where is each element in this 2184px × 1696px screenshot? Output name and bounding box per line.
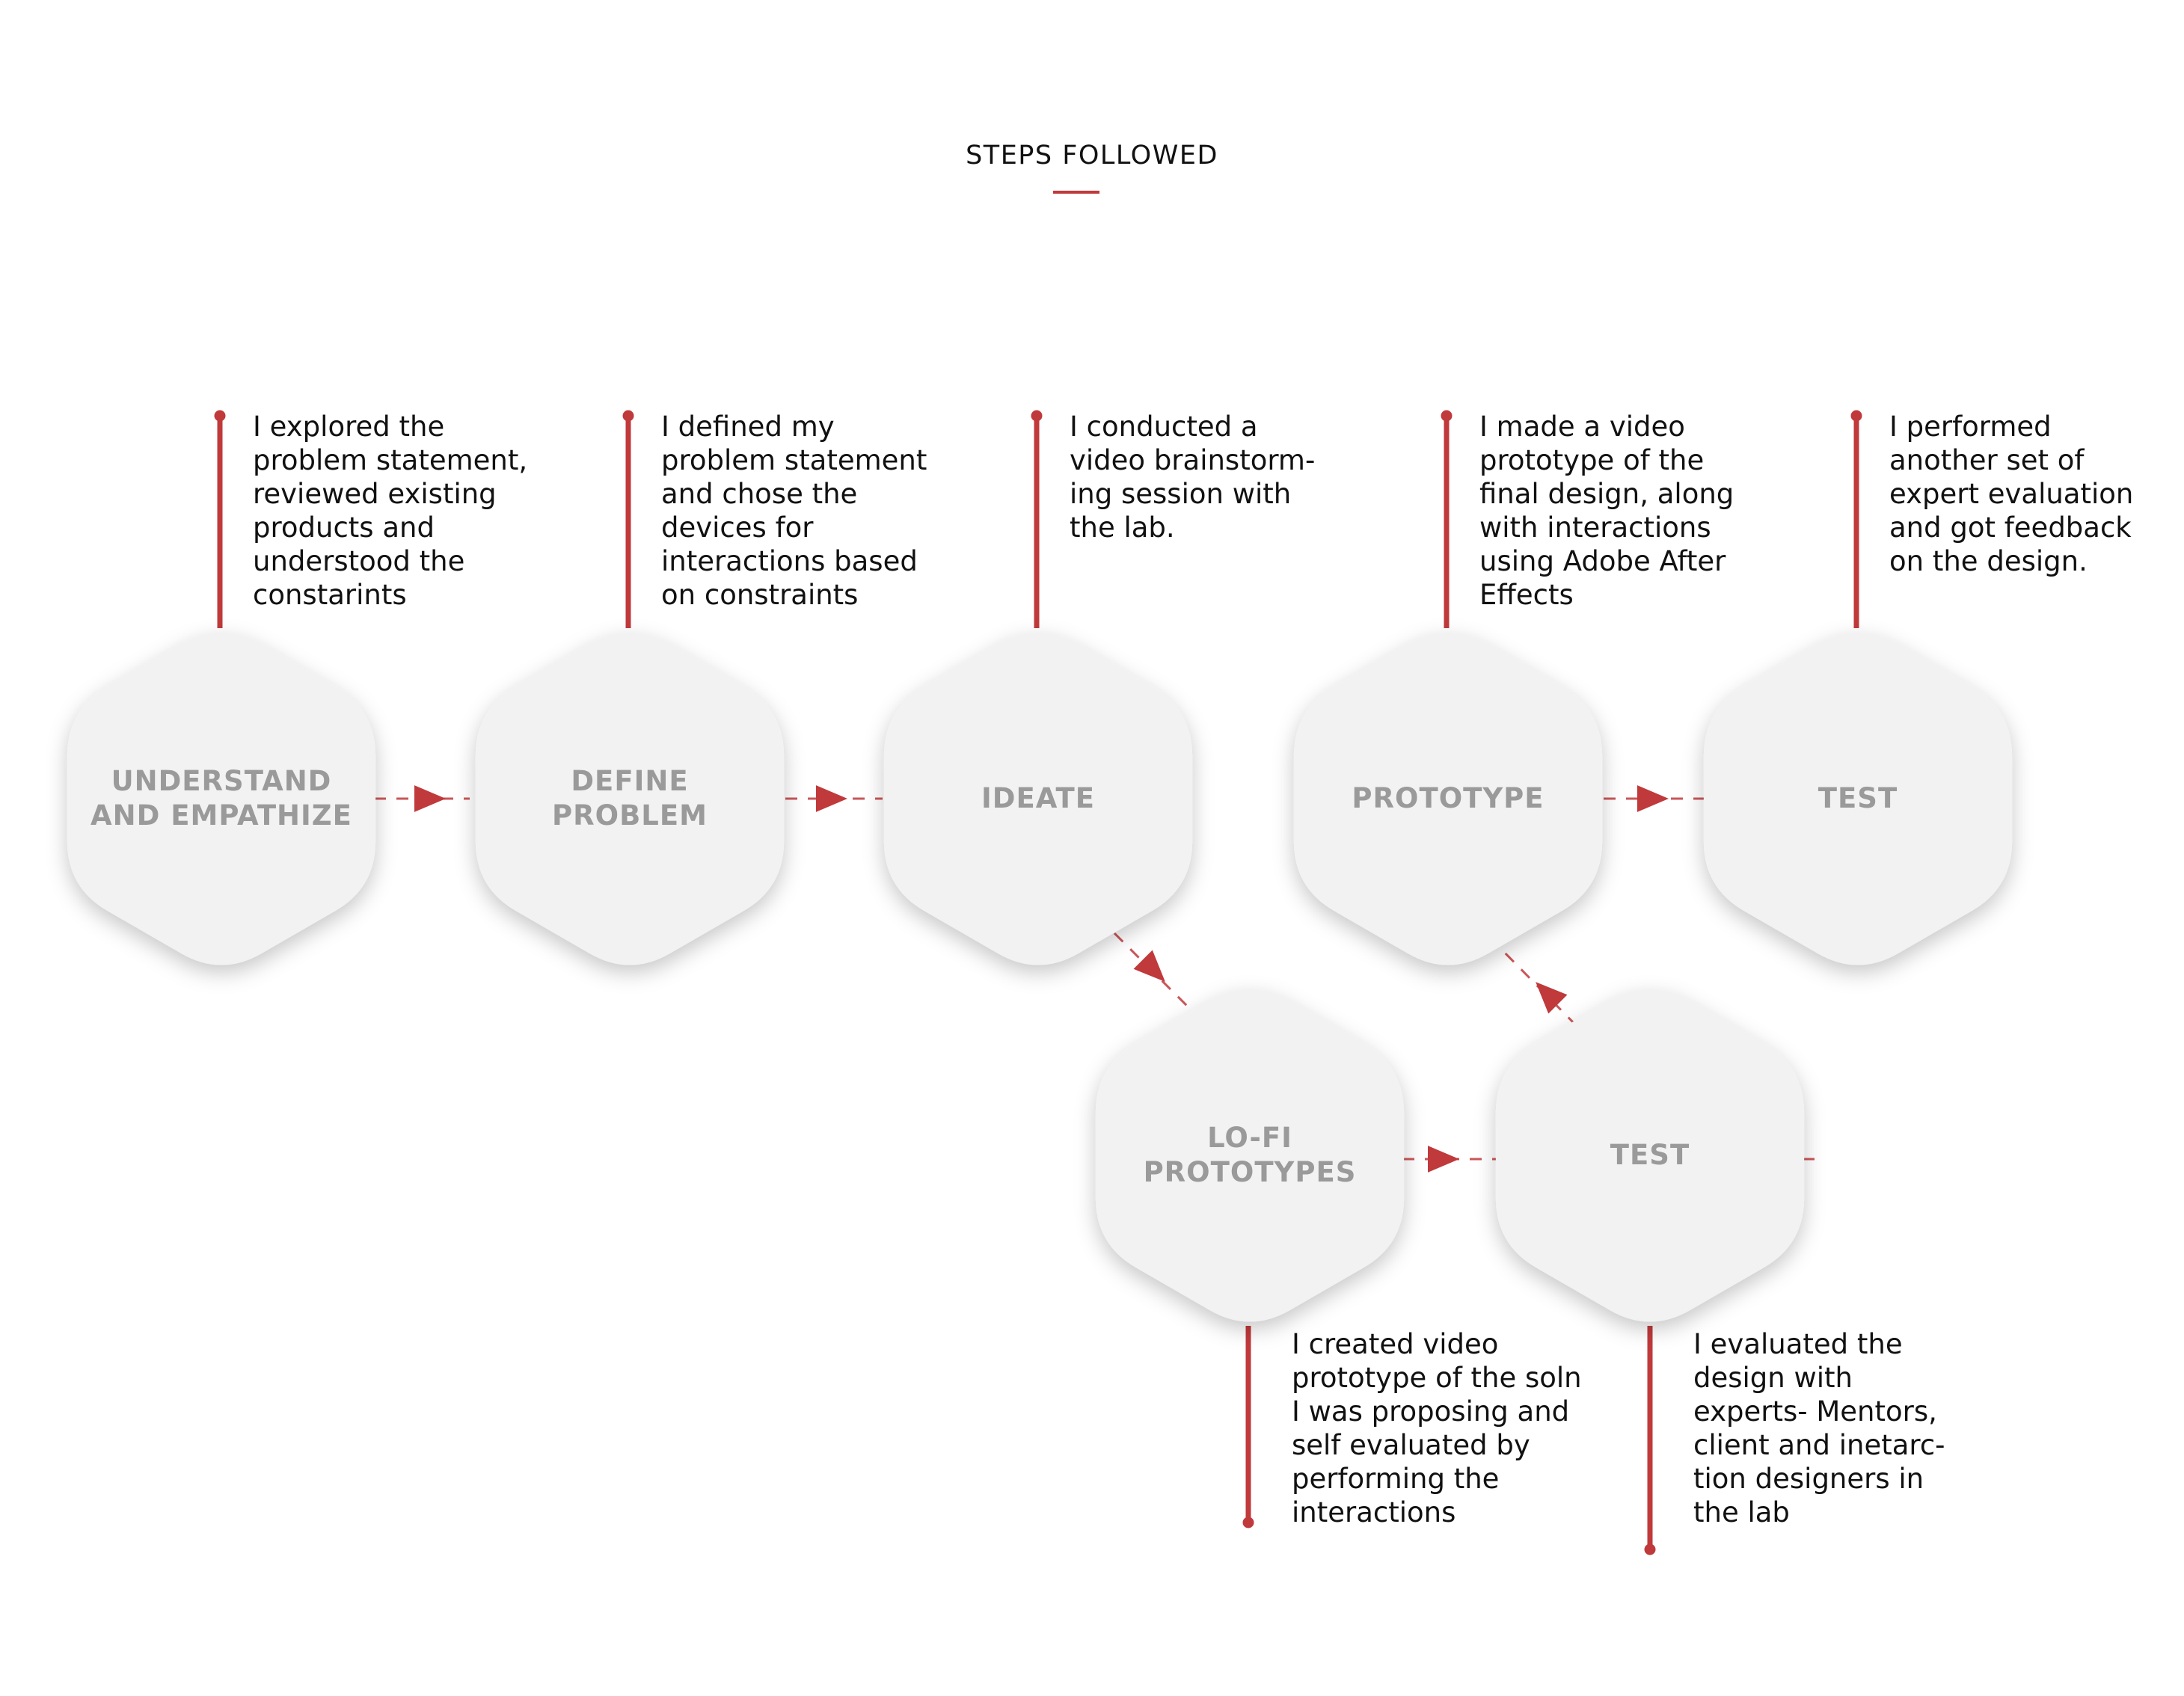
stem-dot-define (622, 410, 634, 422)
connectors-layer (214, 410, 1862, 1555)
stem-dot-test-final (1850, 410, 1862, 422)
arrow-understand-define (414, 785, 446, 812)
stem-dot-test-expert (1644, 1543, 1656, 1555)
arrow-define-ideate (816, 785, 847, 812)
step-description-prototype: I made a video prototype of the final de… (1479, 411, 1734, 611)
hexagon-understand (67, 632, 376, 965)
hexagon-define (475, 632, 785, 965)
arrow-prototype-test (1637, 785, 1669, 812)
hexagon-test-expert (1495, 989, 1805, 1322)
step-description-understand: I explored the problem statement, review… (253, 411, 528, 611)
step-label-test-expert: TEST (1610, 1139, 1690, 1171)
step-label-define: DEFINE PROBLEM (552, 765, 708, 832)
hexagon-lofi (1095, 989, 1405, 1322)
step-description-define: I defined my problem statement and chose… (661, 411, 927, 611)
arrow-lofi-test (1428, 1146, 1459, 1173)
title-underline (1053, 191, 1099, 194)
stem-dot-understand (214, 410, 226, 422)
hexagon-ideate (883, 632, 1193, 965)
page-title: STEPS FOLLOWED (966, 141, 1218, 170)
step-label-lofi: LO-FI PROTOTYPES (1143, 1122, 1357, 1188)
step-label-ideate: IDEATE (981, 782, 1095, 814)
hexagons-layer (67, 632, 2013, 1322)
stem-dot-prototype (1441, 410, 1453, 422)
step-label-understand: UNDERSTAND AND EMPATHIZE (91, 765, 352, 832)
step-description-test-expert: I evaluated the design with experts- Men… (1693, 1328, 1945, 1528)
arrow-test-prototype (1536, 982, 1568, 1014)
step-description-test-final: I performed another set of expert evalua… (1889, 411, 2134, 577)
step-label-prototype: PROTOTYPE (1352, 782, 1545, 814)
hexagon-prototype (1293, 632, 1603, 965)
stem-dot-ideate (1031, 410, 1043, 422)
step-description-lofi: I created video prototype of the soln I … (1292, 1328, 1582, 1528)
stem-dot-lofi (1242, 1517, 1254, 1528)
hexagon-test-final (1703, 632, 2013, 965)
step-label-test-final: TEST (1818, 782, 1898, 814)
step-description-ideate: I conducted a video brainstorm- ing sess… (1070, 411, 1316, 544)
arrow-ideate-lofi (1133, 950, 1165, 982)
